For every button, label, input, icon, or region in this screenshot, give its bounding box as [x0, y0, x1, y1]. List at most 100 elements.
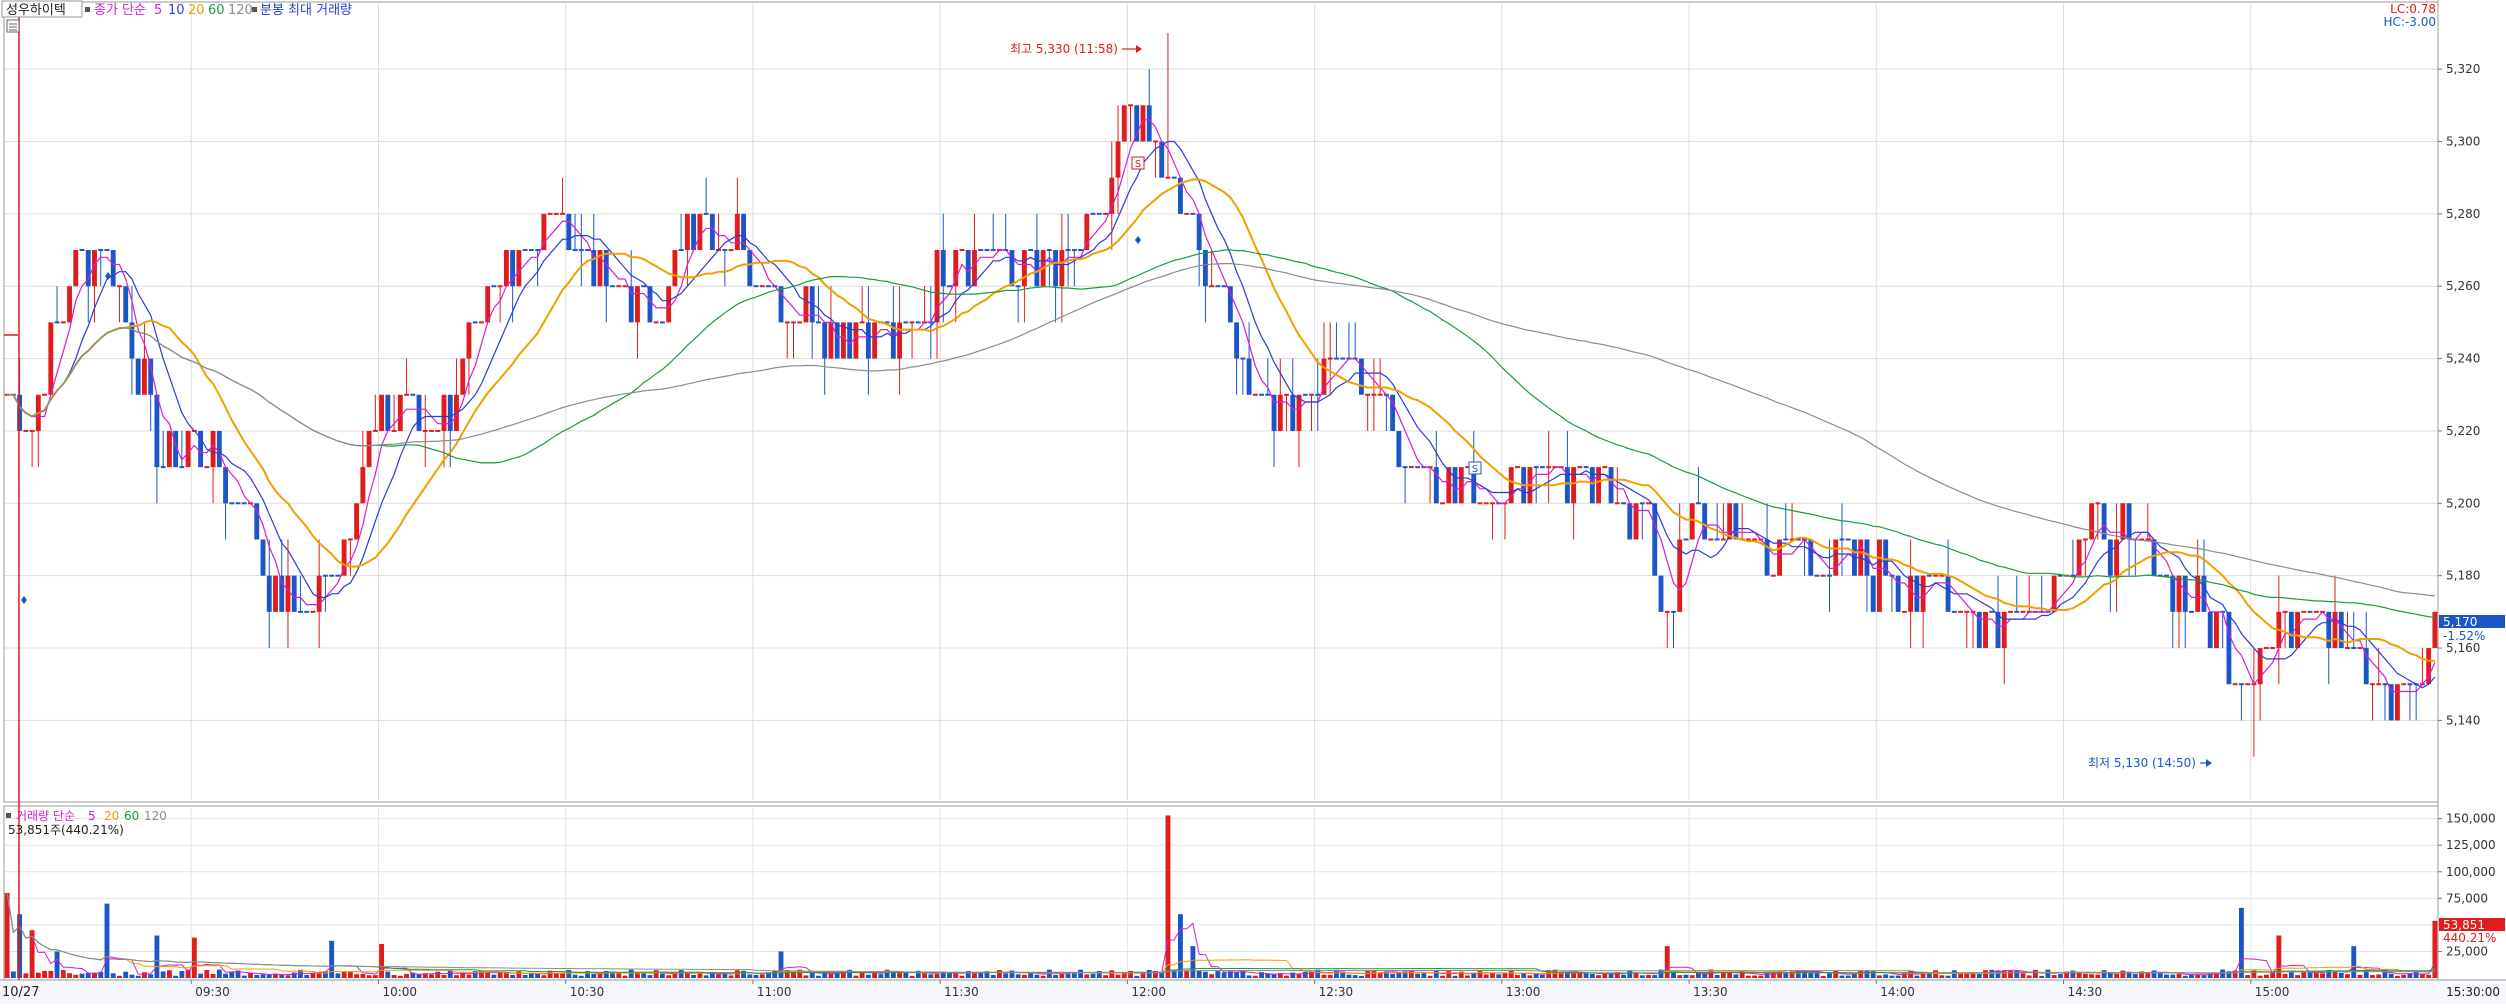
volume-bar — [1383, 971, 1389, 978]
candle-body — [560, 212, 566, 215]
volume-bar — [397, 975, 403, 978]
candle-body — [853, 322, 859, 359]
buy-signal-marker[interactable] — [1468, 461, 1482, 475]
signal-star-icon-2[interactable] — [105, 272, 111, 280]
volume-bar — [1646, 974, 1651, 978]
volume-bar — [117, 975, 122, 978]
candle-body — [347, 538, 353, 541]
volume-bar — [1408, 970, 1414, 978]
candle-body — [447, 394, 453, 431]
candle-body — [622, 285, 628, 288]
volume-bar — [2214, 973, 2219, 978]
candle-body — [603, 250, 609, 287]
candle-body — [2207, 611, 2213, 649]
candle-body — [1015, 285, 1021, 288]
candle-body — [1309, 393, 1314, 396]
candle-body — [2101, 503, 2107, 540]
volume-bar — [410, 972, 416, 978]
candle-body — [1901, 610, 1907, 613]
volume-bar — [791, 972, 796, 978]
volume-bar — [1845, 975, 1851, 978]
candle-body — [1465, 466, 1470, 469]
volume-bar — [578, 975, 584, 978]
candle-body — [1358, 358, 1364, 395]
candle-body — [1926, 574, 1932, 577]
volume-bar — [235, 970, 241, 978]
volume-layer — [4, 815, 2438, 978]
candle-body — [803, 286, 809, 323]
candle-body — [1989, 610, 1995, 613]
candle-body — [497, 285, 503, 288]
sell-signal-marker[interactable] — [1131, 156, 1145, 170]
candle-body — [1652, 503, 1658, 576]
candle-body — [1221, 285, 1227, 288]
volume-bar — [360, 974, 366, 978]
volume-bar — [1608, 974, 1614, 978]
candle-body — [697, 213, 703, 251]
candle-body — [117, 285, 122, 288]
signal-star-icon[interactable] — [21, 596, 27, 604]
candle-body — [1533, 466, 1539, 469]
candle-body — [1146, 105, 1152, 142]
volume-bar — [1914, 975, 1920, 978]
volume-bar — [1196, 970, 1202, 978]
time-tick-label: 12:00 — [1131, 985, 1166, 999]
volume-bar — [2320, 973, 2325, 978]
candle-body — [2120, 503, 2126, 540]
ma10-label: 10 — [168, 3, 185, 18]
volume-bar — [1926, 973, 1932, 978]
candle-body — [2114, 539, 2120, 576]
volume-bar — [953, 972, 959, 978]
candle-body — [2270, 647, 2276, 650]
stock-name-box[interactable] — [1, 0, 83, 18]
candle-body — [1820, 574, 1826, 577]
volume-bar — [2282, 973, 2288, 978]
volume-bar — [298, 969, 303, 978]
volume-bar — [1664, 946, 1670, 978]
volume-bar — [1920, 972, 1926, 978]
price-tick-label: 5,180 — [2446, 569, 2480, 583]
volume-bar — [2295, 975, 2301, 978]
candle-body — [984, 249, 990, 252]
candle-body — [104, 249, 110, 252]
volume-bar — [641, 972, 647, 978]
volume-bar — [503, 972, 509, 978]
volume-bar — [697, 972, 703, 978]
candle-body — [1727, 503, 1733, 540]
candle-body — [379, 394, 385, 431]
volume-bar — [1140, 972, 1146, 978]
volume-bar — [897, 972, 903, 978]
volume-bar — [2201, 975, 2207, 978]
candle-body — [341, 539, 347, 576]
candle-body — [435, 429, 441, 432]
candle-body — [1227, 286, 1233, 323]
price-tick-label: 5,260 — [2446, 279, 2480, 293]
volume-bar — [890, 971, 896, 978]
price-tick-label: 5,300 — [2446, 134, 2480, 148]
settings-icon[interactable] — [6, 19, 20, 33]
candle-body — [273, 575, 278, 612]
candle-body — [1658, 575, 1664, 612]
volume-bar — [2195, 974, 2201, 978]
volume-bar — [2014, 970, 2020, 978]
volume-bar — [85, 973, 91, 978]
volume-bar — [1496, 974, 1502, 978]
volume-bar — [2363, 969, 2369, 978]
volume-bar — [591, 974, 597, 978]
candle-body — [385, 394, 391, 431]
stock-name: 성우하이텍 — [6, 3, 66, 18]
candle-body — [2057, 574, 2063, 577]
volume-bar — [1265, 973, 1271, 978]
volume-bar — [1240, 970, 1246, 978]
candle-body — [516, 250, 522, 287]
volume-bar — [98, 971, 104, 978]
volume-bar — [1490, 972, 1495, 978]
candle-body — [1128, 104, 1133, 107]
candle-body — [2238, 683, 2244, 686]
signal-star-icon-3[interactable] — [1135, 236, 1141, 244]
candle-body — [1795, 538, 1801, 541]
volume-bar — [741, 970, 746, 978]
candle-body — [185, 430, 191, 468]
candle-body — [965, 250, 971, 287]
